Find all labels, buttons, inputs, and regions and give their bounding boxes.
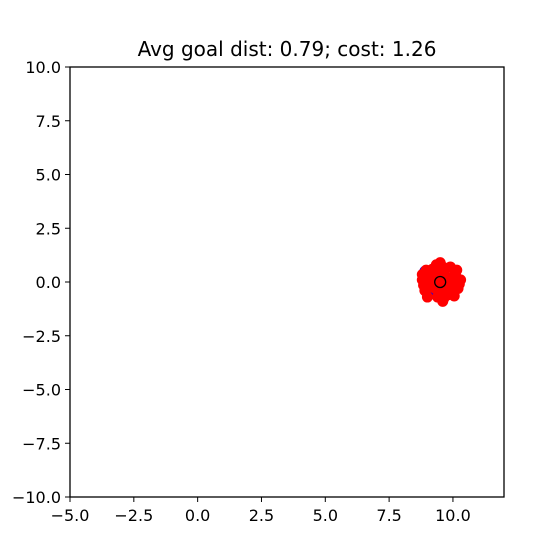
series-1-point-34 [434, 288, 446, 300]
y-tick-label: 10.0 [25, 58, 61, 77]
series-1-point-35 [434, 263, 446, 275]
y-tick-label: −10.0 [12, 488, 61, 507]
y-tick-label: 7.5 [36, 112, 61, 131]
x-tick-label: 7.5 [376, 506, 401, 525]
goal-marker [434, 275, 447, 289]
y-tick-label: −5.0 [22, 381, 61, 400]
series-1-point-32 [453, 278, 465, 290]
y-tick-label: −7.5 [22, 434, 61, 453]
x-axis: −5.0 −2.5 0.0 2.5 5.0 7.5 10.0 [51, 497, 471, 525]
y-tick-label: 2.5 [36, 219, 61, 238]
chart-marks [416, 257, 467, 307]
x-tick-label: 10.0 [435, 506, 471, 525]
y-axis: 10.0 7.5 5.0 2.5 0.0 −2.5 −5.0 −7.5 −10.0 [12, 58, 70, 507]
x-tick-label: 0.0 [185, 506, 210, 525]
series-1-point-16 [421, 291, 433, 303]
y-tick-label: 5.0 [36, 166, 61, 185]
series-1-point-29 [423, 281, 435, 293]
series-1-point-28 [447, 272, 459, 284]
chart-title: Avg goal dist: 0.79; cost: 1.26 [138, 37, 437, 61]
x-tick-label: 2.5 [249, 506, 274, 525]
x-tick-label: 5.0 [313, 506, 338, 525]
x-tick-label: −2.5 [114, 506, 153, 525]
x-tick-label: −5.0 [51, 506, 90, 525]
y-tick-label: 0.0 [36, 273, 61, 292]
series-1-point-33 [416, 268, 428, 280]
y-tick-label: −2.5 [22, 327, 61, 346]
